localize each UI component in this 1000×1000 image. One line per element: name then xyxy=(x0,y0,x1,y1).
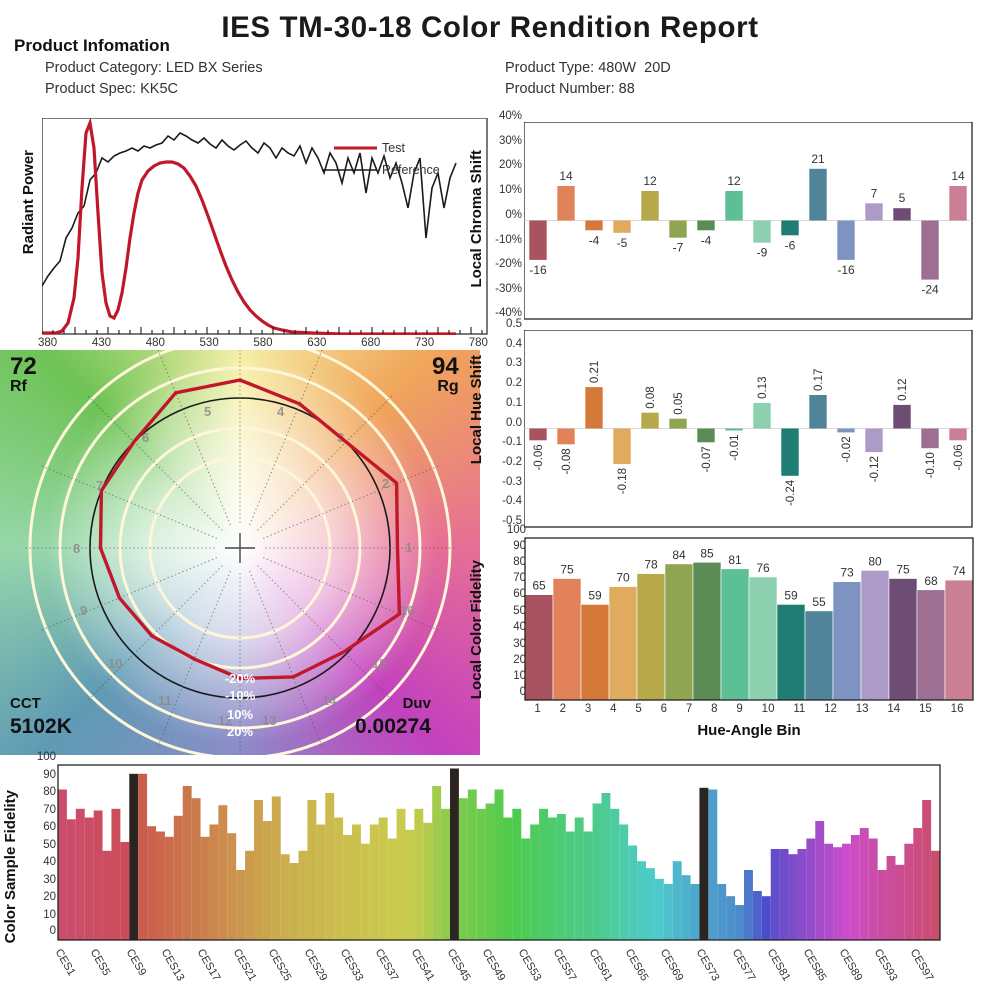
svg-text:-9: -9 xyxy=(757,246,768,260)
svg-text:-0.01: -0.01 xyxy=(729,435,741,461)
svg-text:10%: 10% xyxy=(227,707,253,722)
svg-text:0.13: 0.13 xyxy=(757,377,769,399)
svg-text:4: 4 xyxy=(277,404,285,419)
svg-text:-0.08: -0.08 xyxy=(561,448,573,474)
svg-text:14: 14 xyxy=(951,169,965,183)
svg-text:7: 7 xyxy=(871,186,878,200)
svg-text:12: 12 xyxy=(727,174,741,188)
svg-text:-0.07: -0.07 xyxy=(701,446,713,472)
svg-text:78: 78 xyxy=(644,558,658,572)
svg-text:-16: -16 xyxy=(837,263,855,277)
svg-text:-6: -6 xyxy=(785,238,796,252)
svg-text:5: 5 xyxy=(204,404,211,419)
svg-text:0.08: 0.08 xyxy=(645,386,657,408)
svg-text:10: 10 xyxy=(108,656,122,671)
svg-text:13: 13 xyxy=(262,713,276,728)
svg-text:65: 65 xyxy=(532,579,546,593)
svg-text:-5: -5 xyxy=(617,236,628,250)
svg-text:-0.24: -0.24 xyxy=(785,479,797,506)
svg-text:-0.18: -0.18 xyxy=(617,468,629,494)
svg-text:-0.10: -0.10 xyxy=(925,452,937,478)
svg-text:-0.06: -0.06 xyxy=(533,444,545,470)
svg-text:16: 16 xyxy=(400,603,414,618)
svg-text:0.21: 0.21 xyxy=(589,361,601,383)
svg-text:75: 75 xyxy=(560,563,574,577)
svg-text:-4: -4 xyxy=(701,233,712,247)
svg-text:80: 80 xyxy=(868,554,882,568)
svg-text:Test: Test xyxy=(382,141,405,155)
svg-text:11: 11 xyxy=(158,693,172,708)
svg-text:73: 73 xyxy=(840,566,854,580)
svg-text:0.17: 0.17 xyxy=(813,369,825,391)
svg-text:-0.12: -0.12 xyxy=(869,456,881,482)
svg-text:75: 75 xyxy=(896,563,910,577)
svg-text:84: 84 xyxy=(672,548,686,562)
svg-text:9: 9 xyxy=(80,603,87,618)
svg-text:0.12: 0.12 xyxy=(897,379,909,401)
svg-text:76: 76 xyxy=(756,561,770,575)
svg-text:85: 85 xyxy=(700,546,714,560)
svg-text:Reference: Reference xyxy=(382,163,440,177)
svg-text:-20%: -20% xyxy=(225,671,256,686)
svg-text:14: 14 xyxy=(559,169,573,183)
svg-text:59: 59 xyxy=(784,588,798,602)
svg-text:-7: -7 xyxy=(673,241,684,255)
svg-text:-0.02: -0.02 xyxy=(841,436,853,462)
svg-text:59: 59 xyxy=(588,588,602,602)
svg-text:68: 68 xyxy=(924,574,938,588)
svg-text:14: 14 xyxy=(322,693,337,708)
svg-text:-0.06: -0.06 xyxy=(953,444,965,470)
svg-text:20%: 20% xyxy=(227,724,253,739)
svg-text:12: 12 xyxy=(643,174,657,188)
svg-text:81: 81 xyxy=(728,553,742,567)
svg-text:-4: -4 xyxy=(589,233,600,247)
svg-text:-10%: -10% xyxy=(225,688,256,703)
svg-text:74: 74 xyxy=(952,564,966,578)
svg-text:8: 8 xyxy=(73,541,80,556)
svg-text:-16: -16 xyxy=(529,263,547,277)
svg-text:0.05: 0.05 xyxy=(673,392,685,414)
svg-text:55: 55 xyxy=(812,595,826,609)
svg-text:70: 70 xyxy=(616,571,630,585)
svg-text:5: 5 xyxy=(899,191,906,205)
svg-text:1: 1 xyxy=(405,540,412,555)
svg-text:21: 21 xyxy=(811,152,825,166)
svg-text:15: 15 xyxy=(372,656,386,671)
svg-text:-24: -24 xyxy=(921,283,939,297)
